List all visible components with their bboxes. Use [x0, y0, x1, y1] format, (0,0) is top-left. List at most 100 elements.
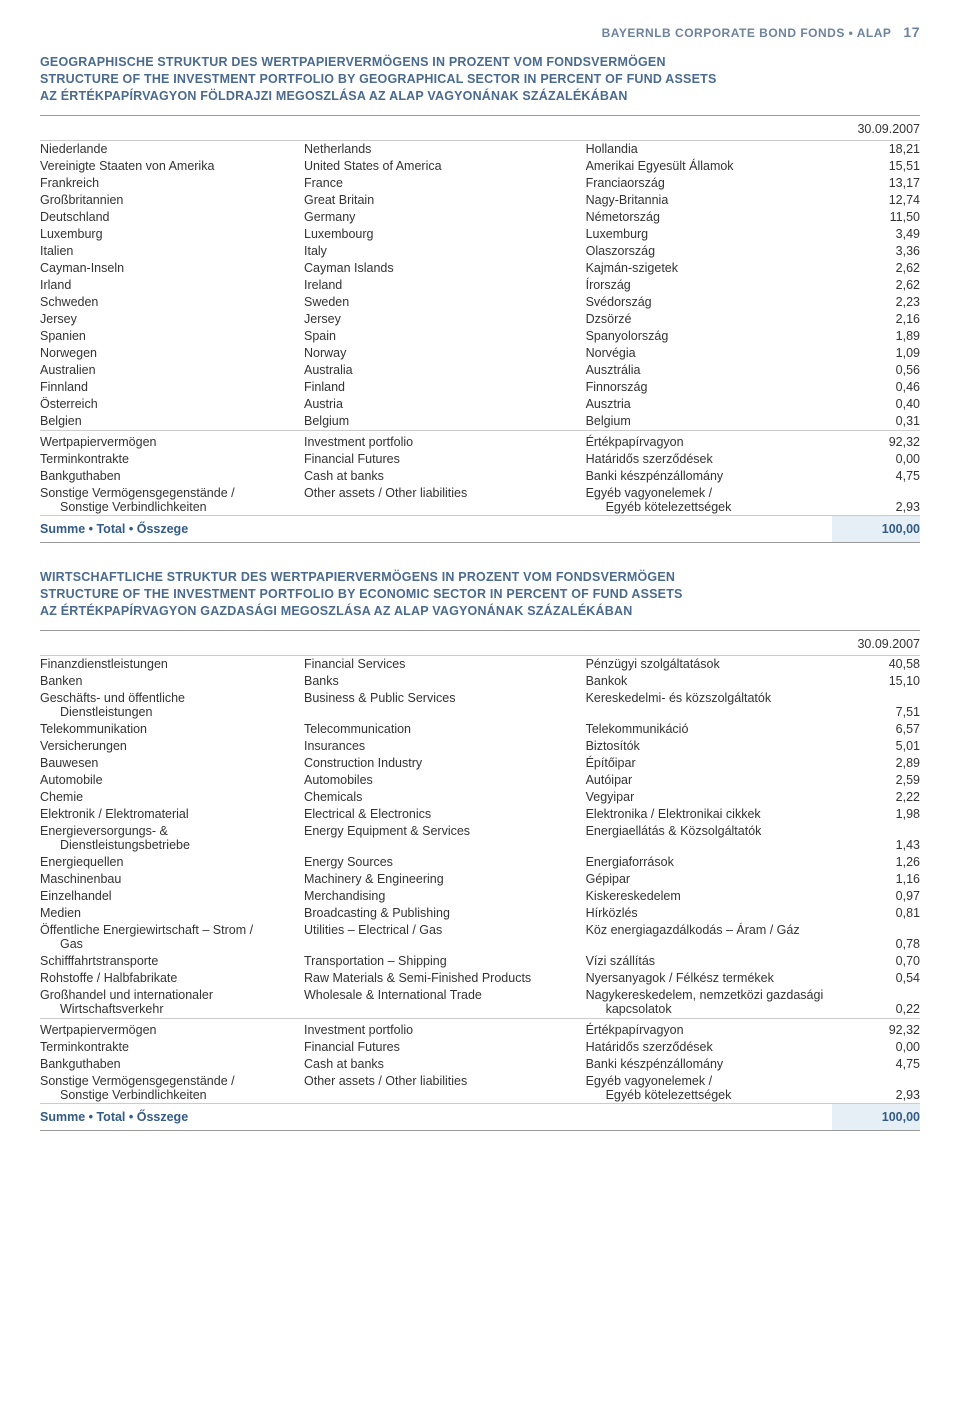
geo-row-hu: Dzsörzé [586, 311, 832, 328]
geo-row-en: Spain [304, 328, 586, 345]
geo-row-de: Frankreich [40, 175, 304, 192]
geo-row-en: Finland [304, 379, 586, 396]
geo-sub-val: 92,32 [832, 430, 920, 450]
econ-row-hu: Energiaforrások [586, 854, 832, 871]
econ-sub-de: Bankguthaben [40, 1055, 304, 1072]
econ-row-val: 2,59 [832, 772, 920, 789]
table-row: Rohstoffe / HalbfabrikateRaw Materials &… [40, 970, 920, 987]
econ-row-en: Broadcasting & Publishing [304, 905, 586, 922]
econ-row-en: Wholesale & International Trade [304, 987, 586, 1019]
geo-sub-hu: Határidős szerződések [586, 450, 832, 467]
geo-row-val: 2,16 [832, 311, 920, 328]
econ-row-val: 0,97 [832, 888, 920, 905]
geo-sub-en: Financial Futures [304, 450, 586, 467]
geo-row-en: Austria [304, 396, 586, 413]
econ-row-en: Insurances [304, 738, 586, 755]
table-row: SchwedenSwedenSvédország2,23 [40, 294, 920, 311]
geo-row-en: United States of America [304, 158, 586, 175]
econ-row-en: Machinery & Engineering [304, 871, 586, 888]
econ-row-en: Telecommunication [304, 721, 586, 738]
geo-row-de: Vereinigte Staaten von Amerika [40, 158, 304, 175]
table-row: BankenBanksBankok15,10 [40, 673, 920, 690]
econ-row-hu: Hírközlés [586, 905, 832, 922]
econ-row-en: Banks [304, 673, 586, 690]
econ-row-de: Finanzdienstleistungen [40, 655, 304, 673]
geo-row-hu: Németország [586, 209, 832, 226]
econ-row-hu: Nagykereskedelem, nemzetközi gazdaságika… [586, 987, 832, 1019]
table-row: WertpapiervermögenInvestment portfolioÉr… [40, 1018, 920, 1038]
geo-row-en: Norway [304, 345, 586, 362]
geo-row-de: Niederlande [40, 140, 304, 158]
section2-title: WIRTSCHAFTLICHE STRUKTUR DES WERTPAPIERV… [40, 569, 920, 620]
geo-row-val: 3,49 [832, 226, 920, 243]
geo-row-hu: Írország [586, 277, 832, 294]
geo-row-val: 0,56 [832, 362, 920, 379]
econ-row-en: Chemicals [304, 789, 586, 806]
econ-row-hu: Bankok [586, 673, 832, 690]
geo-row-hu: Olaszország [586, 243, 832, 260]
section1-title-en: STRUCTURE OF THE INVESTMENT PORTFOLIO BY… [40, 71, 920, 88]
section2-title-hu: AZ ÉRTÉKPAPÍRVAGYON GAZDASÁGI MEGOSZLÁSA… [40, 603, 920, 620]
econ-date: 30.09.2007 [832, 631, 920, 656]
table-row: MedienBroadcasting & PublishingHírközlés… [40, 905, 920, 922]
geo-sub-en: Other assets / Other liabilities [304, 484, 586, 516]
econ-sub-val: 0,00 [832, 1038, 920, 1055]
geo-sub-en: Cash at banks [304, 467, 586, 484]
econ-row-hu: Építőipar [586, 755, 832, 772]
econ-row-de: Medien [40, 905, 304, 922]
geo-sum-value: 100,00 [832, 516, 920, 543]
econ-row-hu: Köz energiagazdálkodás – Áram / Gáz [586, 922, 832, 953]
table-row: FinnlandFinlandFinnország0,46 [40, 379, 920, 396]
table-row: TerminkontrakteFinancial FuturesHatáridő… [40, 450, 920, 467]
geo-row-en: Luxembourg [304, 226, 586, 243]
geo-row-val: 0,31 [832, 413, 920, 431]
geo-row-val: 18,21 [832, 140, 920, 158]
econ-row-en: Construction Industry [304, 755, 586, 772]
geo-sub-en: Investment portfolio [304, 430, 586, 450]
table-row: FrankreichFranceFranciaország13,17 [40, 175, 920, 192]
table-row: AustralienAustraliaAusztrália0,56 [40, 362, 920, 379]
econ-row-de: Automobile [40, 772, 304, 789]
econ-row-val: 1,26 [832, 854, 920, 871]
table-row: NorwegenNorwayNorvégia1,09 [40, 345, 920, 362]
econ-row-en: Automobiles [304, 772, 586, 789]
doc-brand: BAYERNLB CORPORATE BOND FONDS • ALAP [602, 26, 892, 40]
geo-row-de: Norwegen [40, 345, 304, 362]
econ-sub-de: Terminkontrakte [40, 1038, 304, 1055]
econ-sub-en: Financial Futures [304, 1038, 586, 1055]
econ-row-hu: Gépipar [586, 871, 832, 888]
econ-row-de: Chemie [40, 789, 304, 806]
table-row: SchifffahrtstransporteTransportation – S… [40, 953, 920, 970]
geo-row-hu: Kajmán-szigetek [586, 260, 832, 277]
geo-row-en: Sweden [304, 294, 586, 311]
geo-row-de: Irland [40, 277, 304, 294]
geo-row-en: Germany [304, 209, 586, 226]
econ-row-de: Öffentliche Energiewirtschaft – Strom /G… [40, 922, 304, 953]
econ-row-val: 1,98 [832, 806, 920, 823]
geo-row-val: 2,62 [832, 277, 920, 294]
section1-title: GEOGRAPHISCHE STRUKTUR DES WERTPAPIERVER… [40, 54, 920, 105]
geo-sub-hu: Értékpapírvagyon [586, 430, 832, 450]
table-row: BauwesenConstruction IndustryÉpítőipar2,… [40, 755, 920, 772]
geo-row-en: France [304, 175, 586, 192]
econ-row-val: 6,57 [832, 721, 920, 738]
geo-date: 30.09.2007 [832, 116, 920, 141]
table-row: TelekommunikationTelecommunicationTeleko… [40, 721, 920, 738]
table-row: ChemieChemicalsVegyipar2,22 [40, 789, 920, 806]
econ-row-val: 2,89 [832, 755, 920, 772]
econ-row-de: Schifffahrtstransporte [40, 953, 304, 970]
geo-row-en: Ireland [304, 277, 586, 294]
econ-sub-de: Wertpapiervermögen [40, 1018, 304, 1038]
geo-row-val: 1,09 [832, 345, 920, 362]
econ-sub-en: Other assets / Other liabilities [304, 1072, 586, 1104]
geo-row-hu: Norvégia [586, 345, 832, 362]
geo-sub-val: 0,00 [832, 450, 920, 467]
table-row: FinanzdienstleistungenFinancial Services… [40, 655, 920, 673]
econ-row-val: 0,22 [832, 987, 920, 1019]
section1-title-de: GEOGRAPHISCHE STRUKTUR DES WERTPAPIERVER… [40, 54, 920, 71]
econ-row-hu: Kereskedelmi- és közszolgáltatók [586, 690, 832, 721]
geo-row-val: 13,17 [832, 175, 920, 192]
geo-row-de: Australien [40, 362, 304, 379]
table-row: BelgienBelgiumBelgium0,31 [40, 413, 920, 431]
geo-sub-hu: Banki készpénzállomány [586, 467, 832, 484]
